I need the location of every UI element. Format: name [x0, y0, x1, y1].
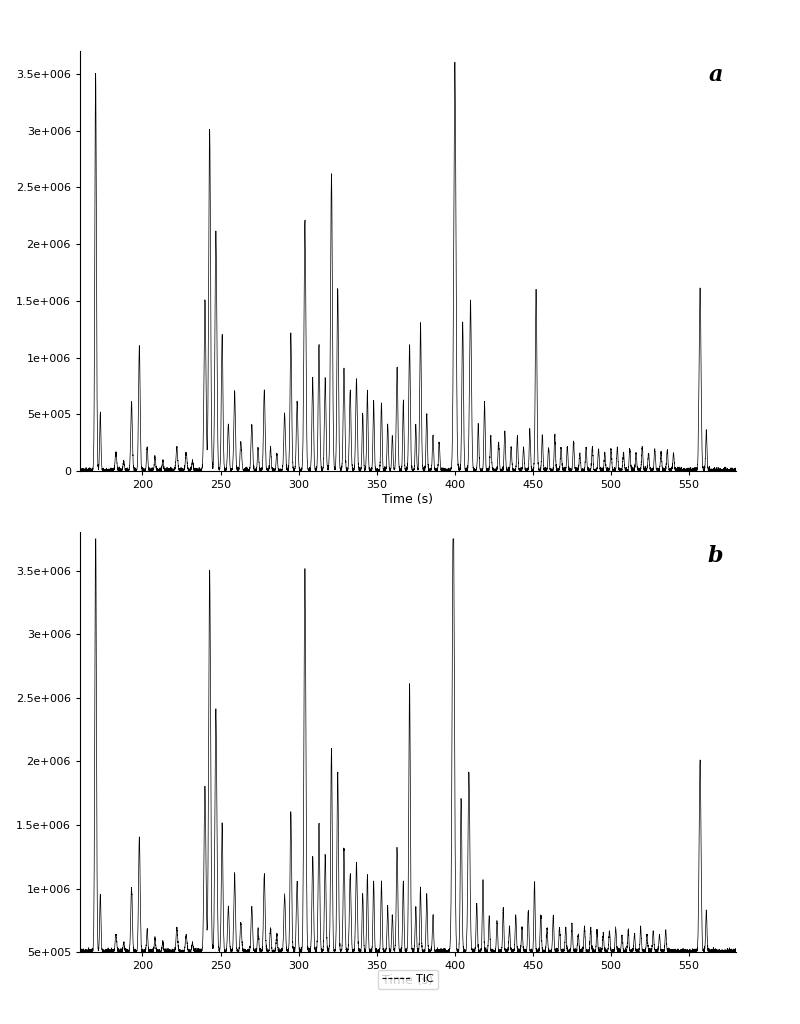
- Text: a: a: [709, 63, 723, 86]
- X-axis label: Time (s): Time (s): [382, 974, 434, 987]
- X-axis label: Time (s): Time (s): [382, 493, 434, 506]
- Legend: TIC: TIC: [378, 970, 438, 989]
- Text: b: b: [707, 545, 723, 567]
